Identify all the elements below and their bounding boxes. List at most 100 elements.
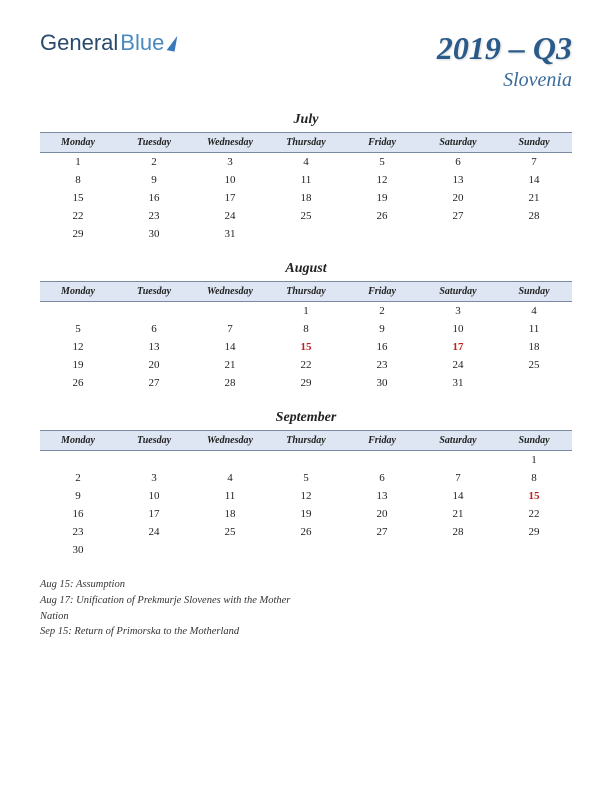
holiday-note-line: Aug 15: Assumption (40, 577, 320, 593)
day-cell: 9 (116, 171, 192, 189)
day-cell (116, 302, 192, 321)
day-cell: 28 (420, 523, 496, 541)
day-cell: 17 (116, 505, 192, 523)
day-cell: 1 (40, 153, 116, 172)
day-cell: 30 (116, 225, 192, 243)
day-cell: 2 (40, 469, 116, 487)
calendar-table: MondayTuesdayWednesdayThursdayFridaySatu… (40, 430, 572, 559)
day-cell: 22 (496, 505, 572, 523)
day-cell (496, 374, 572, 392)
day-cell: 21 (496, 189, 572, 207)
day-cell (116, 451, 192, 470)
day-header: Saturday (420, 431, 496, 451)
day-cell (192, 451, 268, 470)
day-cell: 27 (116, 374, 192, 392)
day-cell: 6 (344, 469, 420, 487)
day-cell: 11 (496, 320, 572, 338)
day-cell: 31 (420, 374, 496, 392)
day-cell (344, 541, 420, 559)
day-cell: 11 (268, 171, 344, 189)
day-cell: 18 (268, 189, 344, 207)
day-cell: 17 (420, 338, 496, 356)
day-cell (420, 225, 496, 243)
day-cell: 13 (420, 171, 496, 189)
day-cell: 20 (344, 505, 420, 523)
day-cell (268, 451, 344, 470)
day-cell: 21 (192, 356, 268, 374)
day-cell: 1 (496, 451, 572, 470)
day-cell: 19 (344, 189, 420, 207)
day-cell: 18 (192, 505, 268, 523)
day-cell: 20 (116, 356, 192, 374)
day-cell: 2 (116, 153, 192, 172)
day-cell: 26 (268, 523, 344, 541)
day-cell: 9 (40, 487, 116, 505)
day-cell: 4 (496, 302, 572, 321)
month-block: AugustMondayTuesdayWednesdayThursdayFrid… (40, 261, 572, 392)
day-cell: 12 (40, 338, 116, 356)
month-block: SeptemberMondayTuesdayWednesdayThursdayF… (40, 410, 572, 559)
day-cell (192, 541, 268, 559)
day-cell: 19 (40, 356, 116, 374)
day-cell (420, 451, 496, 470)
day-cell (344, 451, 420, 470)
title-sub: Slovenia (437, 69, 572, 92)
day-header: Wednesday (192, 282, 268, 302)
title-block: 2019 – Q3 Slovenia (437, 30, 572, 92)
day-header: Wednesday (192, 431, 268, 451)
day-cell: 7 (420, 469, 496, 487)
day-cell: 2 (344, 302, 420, 321)
day-cell: 16 (116, 189, 192, 207)
logo-text-general: General (40, 30, 118, 56)
day-cell (496, 225, 572, 243)
month-block: JulyMondayTuesdayWednesdayThursdayFriday… (40, 112, 572, 243)
day-cell: 9 (344, 320, 420, 338)
day-cell: 24 (116, 523, 192, 541)
title-main: 2019 – Q3 (437, 30, 572, 67)
day-cell: 8 (40, 171, 116, 189)
day-cell: 14 (192, 338, 268, 356)
day-cell: 5 (344, 153, 420, 172)
day-cell: 16 (344, 338, 420, 356)
day-cell: 28 (192, 374, 268, 392)
day-cell: 23 (40, 523, 116, 541)
day-header: Friday (344, 133, 420, 153)
day-header: Thursday (268, 282, 344, 302)
day-cell: 12 (344, 171, 420, 189)
holiday-notes: Aug 15: AssumptionAug 17: Unification of… (40, 577, 320, 640)
day-cell: 13 (344, 487, 420, 505)
month-name: July (40, 112, 572, 128)
day-cell: 10 (192, 171, 268, 189)
day-cell: 3 (116, 469, 192, 487)
holiday-note-line: Aug 17: Unification of Prekmurje Slovene… (40, 593, 320, 625)
day-cell: 7 (192, 320, 268, 338)
day-header: Tuesday (116, 133, 192, 153)
day-cell: 13 (116, 338, 192, 356)
day-header: Wednesday (192, 133, 268, 153)
day-cell: 6 (420, 153, 496, 172)
logo-sail-icon (167, 34, 178, 51)
day-cell: 8 (268, 320, 344, 338)
day-cell: 8 (496, 469, 572, 487)
day-cell: 3 (420, 302, 496, 321)
day-cell: 17 (192, 189, 268, 207)
logo: GeneralBlue (40, 30, 176, 56)
day-cell: 15 (496, 487, 572, 505)
day-header: Monday (40, 133, 116, 153)
day-cell: 14 (420, 487, 496, 505)
day-cell: 16 (40, 505, 116, 523)
day-cell: 12 (268, 487, 344, 505)
day-cell: 21 (420, 505, 496, 523)
day-cell: 27 (420, 207, 496, 225)
day-cell: 31 (192, 225, 268, 243)
day-cell: 6 (116, 320, 192, 338)
day-cell: 28 (496, 207, 572, 225)
day-header: Friday (344, 282, 420, 302)
day-cell: 15 (40, 189, 116, 207)
day-cell: 5 (40, 320, 116, 338)
day-cell (40, 451, 116, 470)
day-cell: 14 (496, 171, 572, 189)
day-cell: 29 (40, 225, 116, 243)
day-cell: 22 (268, 356, 344, 374)
day-header: Sunday (496, 133, 572, 153)
